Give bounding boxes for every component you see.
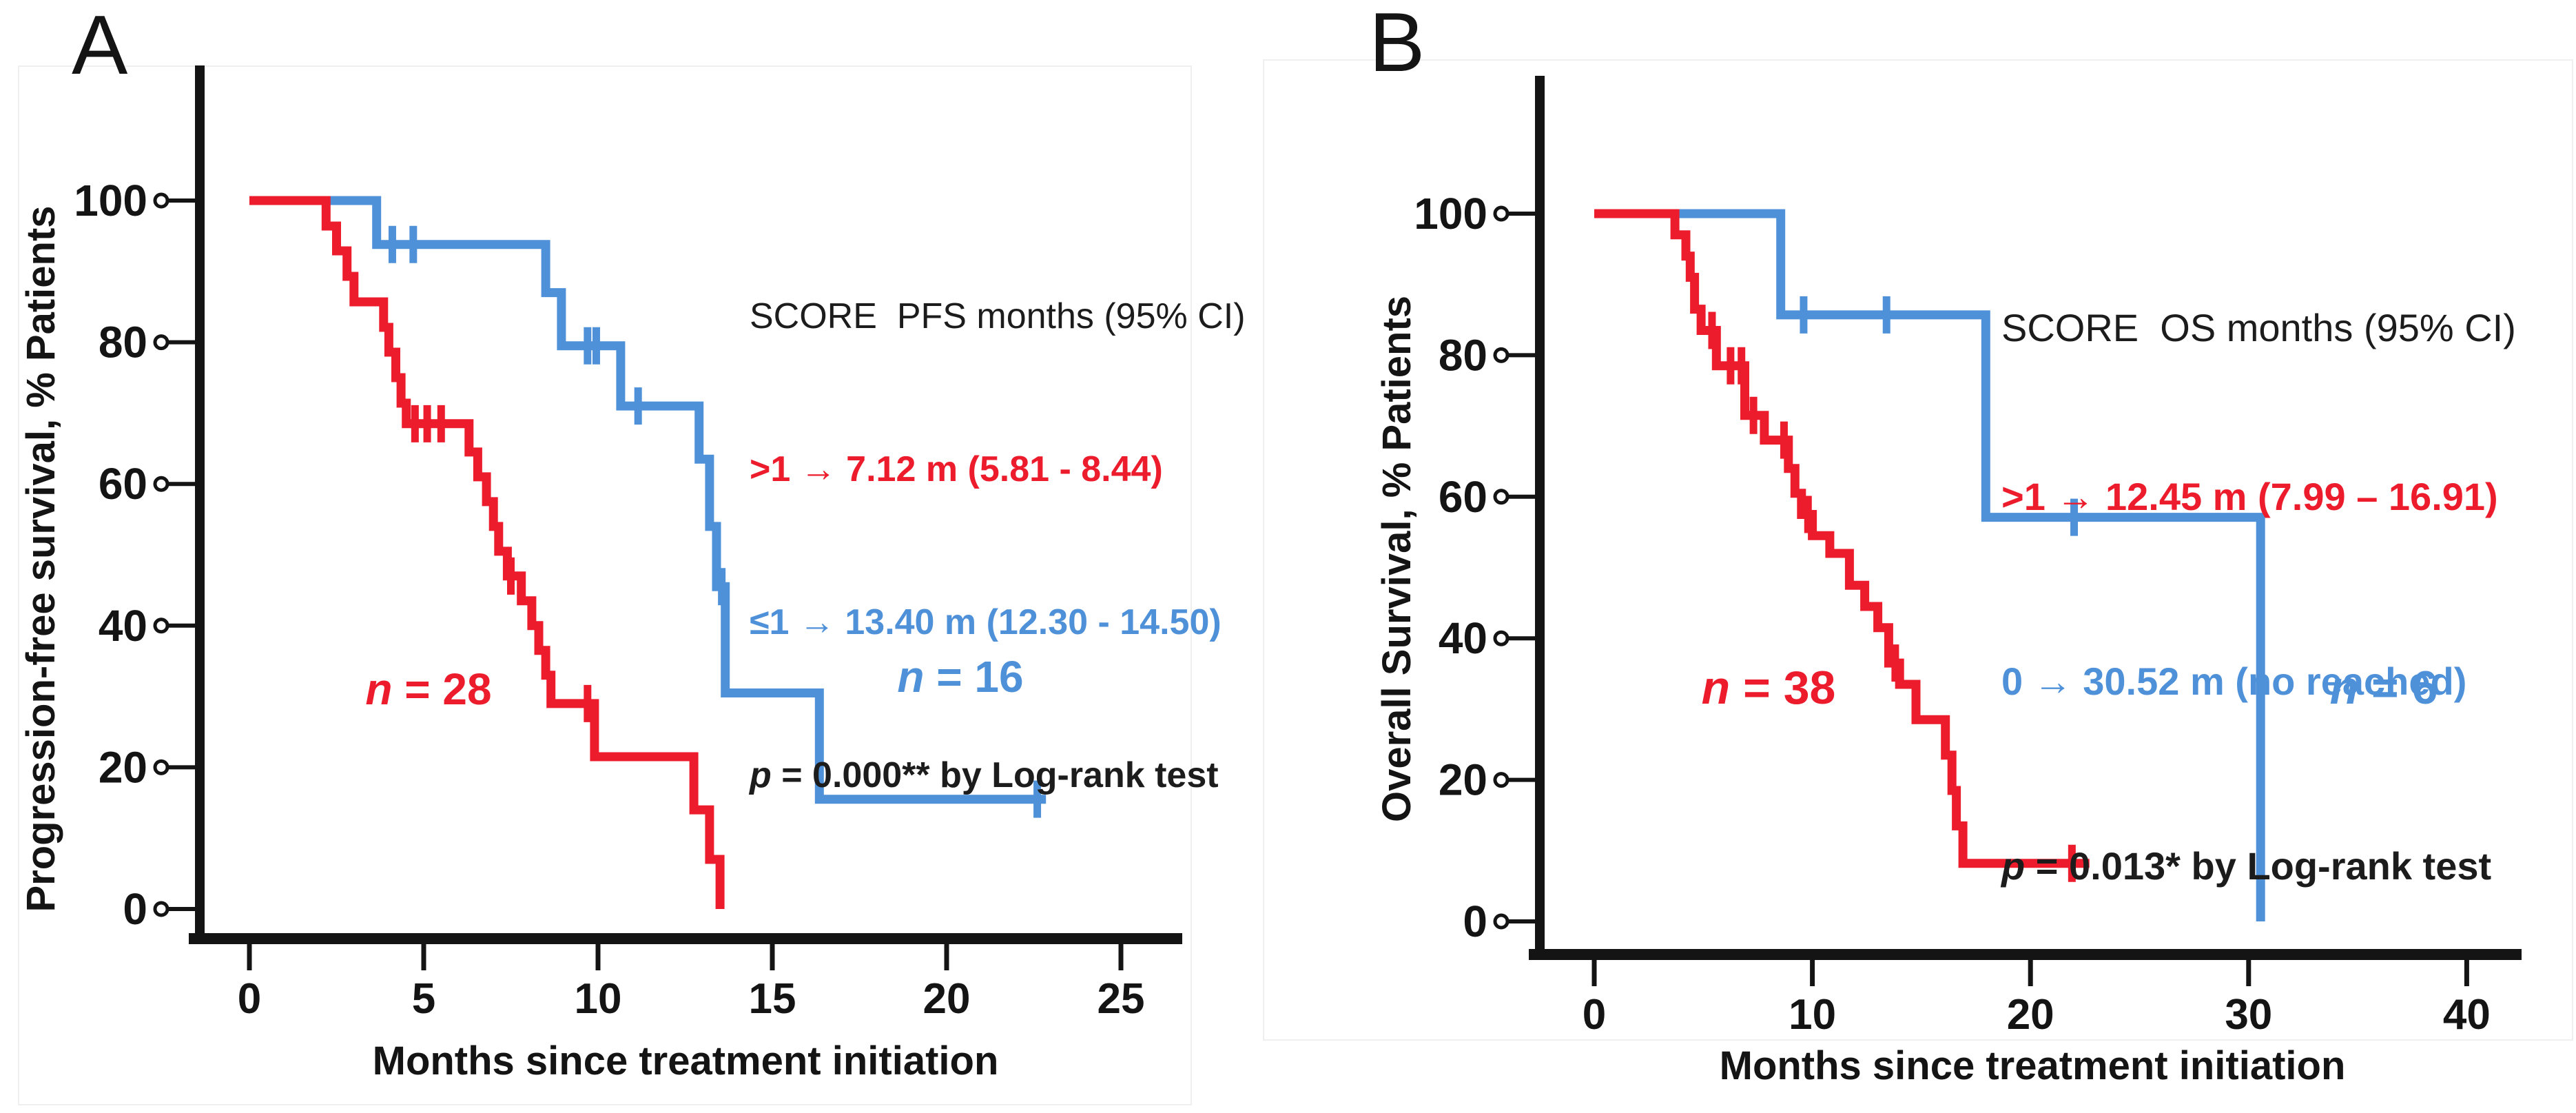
pfs-legend: SCORE PFS months (95% CI) >1 → 7.12 m (5…	[750, 198, 1246, 893]
os-n-label-score-high: n = 38	[1701, 662, 1836, 714]
os-legend-entry-score-zero: 0 → 30.52 m (no reached)	[2001, 660, 2467, 703]
os-legend-header: SCORE OS months (95% CI)	[2001, 306, 2516, 349]
y-tick-label: 100	[74, 176, 147, 225]
x-tick-label: 10	[1789, 991, 1836, 1039]
y-tick-ring	[153, 901, 169, 917]
y-tick-ring	[1493, 205, 1509, 222]
p-symbol: p	[750, 755, 772, 795]
os-legend-p-value: p = 0.013* by Log-rank test	[2001, 819, 2516, 914]
os-x-axis-title: Months since treatment initiation	[1719, 1043, 2346, 1088]
y-tick-ring	[1493, 347, 1509, 363]
panel-pfs: A Progression-free survival, % Patients …	[19, 0, 1246, 1083]
x-tick-label: 0	[238, 975, 261, 1023]
panel-os: B Overall Survival, % Patients 0 20 40 60 80…	[1288, 0, 2576, 1113]
x-tick-label: 20	[923, 975, 971, 1023]
y-tick-label: 60	[99, 459, 147, 509]
p-value-text: = 0.000** by Log-rank test	[771, 755, 1219, 795]
pfs-legend-header: SCORE PFS months (95% CI)	[750, 296, 1246, 336]
pfs-legend-entry-score-high: >1 → 7.12 m (5.81 - 8.44)	[750, 449, 1163, 489]
y-tick-ring	[153, 334, 169, 351]
y-tick-ring	[153, 192, 169, 209]
panel-b-letter: B	[1369, 0, 1425, 89]
pfs-x-axis-title: Months since treatment initiation	[372, 1039, 999, 1083]
y-tick-label: 60	[1439, 472, 1487, 522]
pfs-km-chart: 0 20 40 60 80 100 0 5 10 15 20 25	[74, 65, 1182, 1023]
km-curve-score-0	[1677, 209, 2265, 921]
os-legend: SCORE OS months (95% CI) >1 → 12.45 m (7…	[2001, 207, 2516, 1003]
x-tick-label: 40	[2443, 991, 2491, 1039]
y-tick-label: 80	[1439, 330, 1487, 380]
x-tick-label: 20	[2007, 991, 2054, 1039]
y-tick-ring	[1493, 772, 1509, 788]
p-symbol: p	[2001, 844, 2026, 888]
pfs-legend-entry-score-low: ≤1 → 13.40 m (12.30 - 14.50)	[750, 602, 1222, 642]
panel-a-image-edge	[18, 65, 1192, 1105]
os-km-chart: 0 20 40 60 80 100 0 10 20 30 40	[1414, 76, 2522, 1039]
km-curve-score-1	[326, 196, 1047, 804]
os-n-label-score-zero: n = 6	[2329, 662, 2438, 714]
panel-b-image-edge	[1263, 59, 2573, 1041]
y-tick-ring	[153, 617, 169, 634]
y-tick-label: 100	[1414, 189, 1487, 238]
y-tick-label: 80	[99, 318, 147, 367]
x-tick-label: 5	[412, 975, 435, 1023]
y-tick-ring	[1493, 630, 1509, 646]
y-tick-label: 40	[99, 601, 147, 651]
os-legend-entry-score-high: >1 → 12.45 m (7.99 – 16.91)	[2001, 475, 2498, 518]
y-tick-ring	[153, 476, 169, 492]
y-tick-label: 0	[1463, 897, 1487, 946]
pfs-n-label-score-low: n = 16	[897, 652, 1024, 702]
y-axis-line	[1535, 76, 1545, 960]
x-tick-label: 25	[1098, 975, 1145, 1023]
panel-a-letter: A	[72, 0, 128, 92]
y-tick-label: 0	[123, 884, 147, 934]
pfs-n-label-score-high: n = 28	[365, 664, 492, 714]
p-value-text: = 0.013* by Log-rank test	[2025, 844, 2492, 888]
pfs-legend-p-value: p = 0.000** by Log-rank test	[750, 740, 1246, 810]
x-tick-label: 15	[749, 975, 796, 1023]
x-axis-line	[189, 933, 1182, 944]
x-tick-label: 10	[575, 975, 622, 1023]
y-tick-ring	[1493, 489, 1509, 505]
km-curve-score-1	[249, 196, 725, 909]
y-axis-line	[195, 65, 205, 944]
km-curve-score-1	[1594, 209, 2090, 868]
y-tick-label: 20	[1439, 755, 1487, 805]
y-tick-label: 20	[99, 742, 147, 792]
x-axis-line	[1529, 949, 2522, 960]
y-tick-ring	[1493, 913, 1509, 930]
y-tick-label: 40	[1439, 613, 1487, 663]
x-tick-label: 0	[1583, 991, 1606, 1039]
y-tick-ring	[153, 759, 169, 775]
x-tick-label: 30	[2225, 991, 2272, 1039]
